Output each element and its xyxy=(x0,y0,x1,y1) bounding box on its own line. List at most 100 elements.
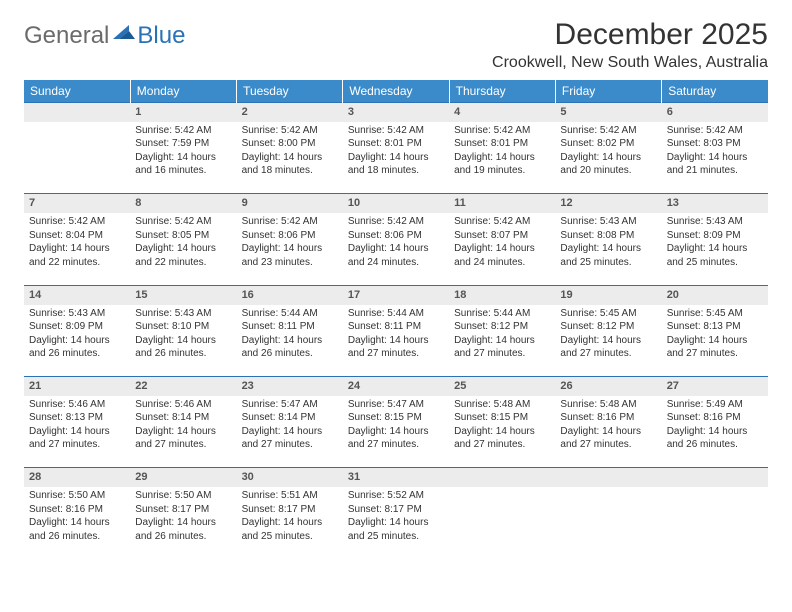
day-content-cell xyxy=(449,487,555,559)
day-content-cell: Sunrise: 5:42 AMSunset: 8:06 PMDaylight:… xyxy=(343,213,449,285)
day-number-cell: 14 xyxy=(24,285,130,304)
day-number-cell: 16 xyxy=(237,285,343,304)
day-info-line: Daylight: 14 hours xyxy=(348,425,444,439)
day-info-line: Daylight: 14 hours xyxy=(454,242,550,256)
day-info-line: and 26 minutes. xyxy=(135,530,231,544)
day-info-line: Sunrise: 5:42 AM xyxy=(454,215,550,229)
location: Crookwell, New South Wales, Australia xyxy=(492,54,768,72)
day-info-line: Daylight: 14 hours xyxy=(348,242,444,256)
day-info-line: Sunset: 8:01 PM xyxy=(454,137,550,151)
day-info-line: and 24 minutes. xyxy=(348,256,444,270)
day-info-line: Daylight: 14 hours xyxy=(667,151,763,165)
day-info-line: Sunset: 8:06 PM xyxy=(242,229,338,243)
day-info-line: and 24 minutes. xyxy=(454,256,550,270)
day-content-cell: Sunrise: 5:43 AMSunset: 8:10 PMDaylight:… xyxy=(130,305,236,377)
day-info-line: and 25 minutes. xyxy=(560,256,656,270)
day-info-line: Sunrise: 5:48 AM xyxy=(454,398,550,412)
day-number-cell xyxy=(24,103,130,122)
day-info-line: Daylight: 14 hours xyxy=(135,242,231,256)
day-info-line: Sunrise: 5:43 AM xyxy=(667,215,763,229)
day-info-line: and 25 minutes. xyxy=(242,530,338,544)
day-info-line: Sunrise: 5:45 AM xyxy=(560,307,656,321)
day-number-cell: 6 xyxy=(662,103,768,122)
day-info-line: Sunrise: 5:43 AM xyxy=(135,307,231,321)
day-info-line: Sunrise: 5:42 AM xyxy=(348,124,444,138)
day-info-line: Sunset: 8:13 PM xyxy=(667,320,763,334)
day-number-cell: 25 xyxy=(449,377,555,396)
day-content-cell: Sunrise: 5:42 AMSunset: 8:00 PMDaylight:… xyxy=(237,122,343,194)
day-info-line: Sunset: 8:00 PM xyxy=(242,137,338,151)
day-number-cell: 5 xyxy=(555,103,661,122)
day-info-line: Sunset: 8:12 PM xyxy=(560,320,656,334)
day-info-line: Sunrise: 5:42 AM xyxy=(348,215,444,229)
day-number-cell: 22 xyxy=(130,377,236,396)
day-number-cell xyxy=(662,468,768,487)
day-info-line: Sunset: 8:16 PM xyxy=(29,503,125,517)
day-info-line: Sunrise: 5:50 AM xyxy=(135,489,231,503)
day-info-line: Sunrise: 5:43 AM xyxy=(560,215,656,229)
day-number-cell: 29 xyxy=(130,468,236,487)
day-number-cell: 2 xyxy=(237,103,343,122)
day-number-cell: 1 xyxy=(130,103,236,122)
day-info-line: and 26 minutes. xyxy=(667,438,763,452)
day-info-line: Daylight: 14 hours xyxy=(29,242,125,256)
day-number-cell xyxy=(555,468,661,487)
day-content-cell: Sunrise: 5:45 AMSunset: 8:12 PMDaylight:… xyxy=(555,305,661,377)
day-content-cell: Sunrise: 5:49 AMSunset: 8:16 PMDaylight:… xyxy=(662,396,768,468)
weekday-header: Wednesday xyxy=(343,80,449,103)
day-info-line: Daylight: 14 hours xyxy=(242,334,338,348)
day-info-line: Sunrise: 5:52 AM xyxy=(348,489,444,503)
day-content-cell: Sunrise: 5:42 AMSunset: 8:01 PMDaylight:… xyxy=(449,122,555,194)
title-block: December 2025 Crookwell, New South Wales… xyxy=(492,18,768,72)
day-content-row: Sunrise: 5:42 AMSunset: 7:59 PMDaylight:… xyxy=(24,122,768,194)
day-content-cell: Sunrise: 5:45 AMSunset: 8:13 PMDaylight:… xyxy=(662,305,768,377)
day-info-line: Sunset: 8:17 PM xyxy=(135,503,231,517)
day-info-line: and 27 minutes. xyxy=(348,347,444,361)
day-info-line: Daylight: 14 hours xyxy=(348,516,444,530)
day-info-line: Sunrise: 5:46 AM xyxy=(135,398,231,412)
day-info-line: Daylight: 14 hours xyxy=(135,425,231,439)
day-info-line: Sunset: 8:15 PM xyxy=(348,411,444,425)
day-info-line: Sunset: 8:09 PM xyxy=(667,229,763,243)
weekday-header-row: Sunday Monday Tuesday Wednesday Thursday… xyxy=(24,80,768,103)
day-content-cell: Sunrise: 5:42 AMSunset: 7:59 PMDaylight:… xyxy=(130,122,236,194)
day-number-cell: 30 xyxy=(237,468,343,487)
day-info-line: and 27 minutes. xyxy=(348,438,444,452)
day-info-line: Sunrise: 5:51 AM xyxy=(242,489,338,503)
day-info-line: Sunset: 8:14 PM xyxy=(135,411,231,425)
day-info-line: Sunrise: 5:42 AM xyxy=(242,124,338,138)
day-info-line: Sunset: 8:09 PM xyxy=(29,320,125,334)
day-info-line: and 26 minutes. xyxy=(135,347,231,361)
day-content-cell: Sunrise: 5:43 AMSunset: 8:08 PMDaylight:… xyxy=(555,213,661,285)
day-number-cell: 24 xyxy=(343,377,449,396)
day-info-line: Daylight: 14 hours xyxy=(242,242,338,256)
day-info-line: Daylight: 14 hours xyxy=(560,151,656,165)
day-info-line: Sunset: 8:17 PM xyxy=(348,503,444,517)
day-number-cell: 15 xyxy=(130,285,236,304)
day-number-cell xyxy=(449,468,555,487)
day-info-line: Sunset: 8:11 PM xyxy=(242,320,338,334)
day-info-line: Daylight: 14 hours xyxy=(242,516,338,530)
day-number-cell: 4 xyxy=(449,103,555,122)
day-number-row: 123456 xyxy=(24,103,768,122)
day-content-cell: Sunrise: 5:52 AMSunset: 8:17 PMDaylight:… xyxy=(343,487,449,559)
day-number-row: 78910111213 xyxy=(24,194,768,213)
day-info-line: Sunset: 8:13 PM xyxy=(29,411,125,425)
day-info-line: Daylight: 14 hours xyxy=(135,516,231,530)
logo: General Blue xyxy=(24,22,185,50)
day-info-line: Sunrise: 5:47 AM xyxy=(348,398,444,412)
day-info-line: Sunset: 8:12 PM xyxy=(454,320,550,334)
day-info-line: and 19 minutes. xyxy=(454,164,550,178)
day-info-line: Sunrise: 5:42 AM xyxy=(560,124,656,138)
day-number-cell: 27 xyxy=(662,377,768,396)
day-info-line: Sunrise: 5:49 AM xyxy=(667,398,763,412)
day-info-line: and 25 minutes. xyxy=(667,256,763,270)
weekday-header: Sunday xyxy=(24,80,130,103)
day-content-cell: Sunrise: 5:42 AMSunset: 8:02 PMDaylight:… xyxy=(555,122,661,194)
day-number-cell: 23 xyxy=(237,377,343,396)
day-content-cell: Sunrise: 5:44 AMSunset: 8:11 PMDaylight:… xyxy=(343,305,449,377)
logo-flag-icon xyxy=(113,22,135,50)
day-info-line: and 27 minutes. xyxy=(135,438,231,452)
day-info-line: Sunrise: 5:42 AM xyxy=(29,215,125,229)
day-info-line: Daylight: 14 hours xyxy=(348,334,444,348)
